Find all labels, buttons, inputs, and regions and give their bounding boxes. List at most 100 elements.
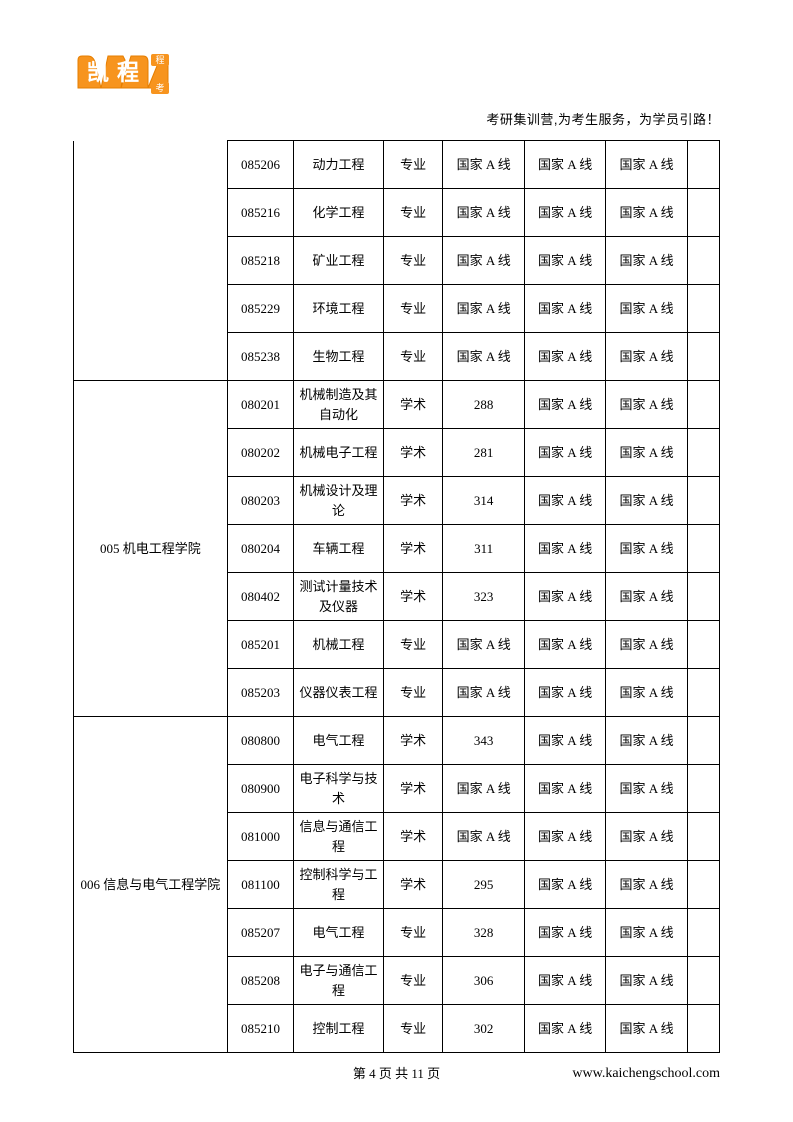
line-a2-cell: 国家 A 线 xyxy=(606,621,687,669)
empty-cell xyxy=(687,189,719,237)
score-cell: 国家 A 线 xyxy=(443,285,524,333)
code-cell: 085203 xyxy=(227,669,294,717)
major-cell: 控制工程 xyxy=(294,1005,383,1053)
empty-cell xyxy=(687,813,719,861)
tagline: 考研集训营,为考生服务，为学员引路！ xyxy=(73,109,720,128)
table-row: 085206动力工程专业国家 A 线国家 A 线国家 A 线 xyxy=(74,141,720,189)
line-a2-cell: 国家 A 线 xyxy=(606,861,687,909)
type-cell: 学术 xyxy=(383,717,443,765)
type-cell: 专业 xyxy=(383,333,443,381)
empty-cell xyxy=(687,669,719,717)
score-cell: 国家 A 线 xyxy=(443,237,524,285)
code-cell: 080402 xyxy=(227,573,294,621)
score-cell: 323 xyxy=(443,573,524,621)
line-a1-cell: 国家 A 线 xyxy=(524,285,605,333)
line-a2-cell: 国家 A 线 xyxy=(606,237,687,285)
type-cell: 学术 xyxy=(383,813,443,861)
major-cell: 车辆工程 xyxy=(294,525,383,573)
score-cell: 311 xyxy=(443,525,524,573)
dept-cell: 005 机电工程学院 xyxy=(74,381,228,717)
type-cell: 专业 xyxy=(383,621,443,669)
line-a2-cell: 国家 A 线 xyxy=(606,957,687,1005)
line-a1-cell: 国家 A 线 xyxy=(524,333,605,381)
empty-cell xyxy=(687,333,719,381)
code-cell: 085208 xyxy=(227,957,294,1005)
code-cell: 085238 xyxy=(227,333,294,381)
major-cell: 仪器仪表工程 xyxy=(294,669,383,717)
svg-text:凯: 凯 xyxy=(87,60,109,85)
line-a2-cell: 国家 A 线 xyxy=(606,525,687,573)
table-row: 005 机电工程学院080201机械制造及其自动化学术288国家 A 线国家 A… xyxy=(74,381,720,429)
empty-cell xyxy=(687,765,719,813)
line-a2-cell: 国家 A 线 xyxy=(606,765,687,813)
empty-cell xyxy=(687,573,719,621)
major-cell: 机械工程 xyxy=(294,621,383,669)
line-a1-cell: 国家 A 线 xyxy=(524,477,605,525)
major-cell: 机械电子工程 xyxy=(294,429,383,477)
line-a2-cell: 国家 A 线 xyxy=(606,189,687,237)
major-cell: 测试计量技术及仪器 xyxy=(294,573,383,621)
empty-cell xyxy=(687,957,719,1005)
type-cell: 专业 xyxy=(383,909,443,957)
major-cell: 生物工程 xyxy=(294,333,383,381)
major-cell: 电气工程 xyxy=(294,717,383,765)
line-a1-cell: 国家 A 线 xyxy=(524,189,605,237)
major-cell: 控制科学与工程 xyxy=(294,861,383,909)
empty-cell xyxy=(687,717,719,765)
line-a2-cell: 国家 A 线 xyxy=(606,813,687,861)
line-a1-cell: 国家 A 线 xyxy=(524,813,605,861)
type-cell: 学术 xyxy=(383,429,443,477)
table-row: 006 信息与电气工程学院080800电气工程学术343国家 A 线国家 A 线 xyxy=(74,717,720,765)
line-a1-cell: 国家 A 线 xyxy=(524,573,605,621)
logo-area: 程 考 凯 程 xyxy=(73,50,720,101)
empty-cell xyxy=(687,237,719,285)
line-a1-cell: 国家 A 线 xyxy=(524,909,605,957)
type-cell: 学术 xyxy=(383,381,443,429)
type-cell: 专业 xyxy=(383,1005,443,1053)
line-a1-cell: 国家 A 线 xyxy=(524,621,605,669)
code-cell: 081000 xyxy=(227,813,294,861)
type-cell: 学术 xyxy=(383,477,443,525)
code-cell: 081100 xyxy=(227,861,294,909)
score-cell: 343 xyxy=(443,717,524,765)
type-cell: 学术 xyxy=(383,525,443,573)
empty-cell xyxy=(687,1005,719,1053)
score-cell: 国家 A 线 xyxy=(443,621,524,669)
score-cell: 302 xyxy=(443,1005,524,1053)
line-a1-cell: 国家 A 线 xyxy=(524,669,605,717)
line-a1-cell: 国家 A 线 xyxy=(524,429,605,477)
type-cell: 专业 xyxy=(383,189,443,237)
score-cell: 314 xyxy=(443,477,524,525)
line-a1-cell: 国家 A 线 xyxy=(524,957,605,1005)
score-cell: 306 xyxy=(443,957,524,1005)
line-a2-cell: 国家 A 线 xyxy=(606,429,687,477)
empty-cell xyxy=(687,861,719,909)
major-cell: 矿业工程 xyxy=(294,237,383,285)
major-cell: 信息与通信工程 xyxy=(294,813,383,861)
code-cell: 085206 xyxy=(227,141,294,189)
major-cell: 电子与通信工程 xyxy=(294,957,383,1005)
line-a2-cell: 国家 A 线 xyxy=(606,141,687,189)
score-cell: 国家 A 线 xyxy=(443,189,524,237)
code-cell: 085210 xyxy=(227,1005,294,1053)
major-cell: 机械设计及理论 xyxy=(294,477,383,525)
empty-cell xyxy=(687,909,719,957)
line-a1-cell: 国家 A 线 xyxy=(524,861,605,909)
score-cell: 281 xyxy=(443,429,524,477)
code-cell: 085201 xyxy=(227,621,294,669)
line-a2-cell: 国家 A 线 xyxy=(606,573,687,621)
score-table: 085206动力工程专业国家 A 线国家 A 线国家 A 线085216化学工程… xyxy=(73,140,720,1053)
type-cell: 专业 xyxy=(383,141,443,189)
svg-text:程: 程 xyxy=(155,55,164,65)
empty-cell xyxy=(687,141,719,189)
major-cell: 电子科学与技术 xyxy=(294,765,383,813)
code-cell: 085218 xyxy=(227,237,294,285)
empty-cell xyxy=(687,477,719,525)
score-cell: 国家 A 线 xyxy=(443,765,524,813)
code-cell: 085216 xyxy=(227,189,294,237)
major-cell: 化学工程 xyxy=(294,189,383,237)
line-a2-cell: 国家 A 线 xyxy=(606,381,687,429)
code-cell: 085229 xyxy=(227,285,294,333)
code-cell: 080800 xyxy=(227,717,294,765)
score-cell: 国家 A 线 xyxy=(443,813,524,861)
